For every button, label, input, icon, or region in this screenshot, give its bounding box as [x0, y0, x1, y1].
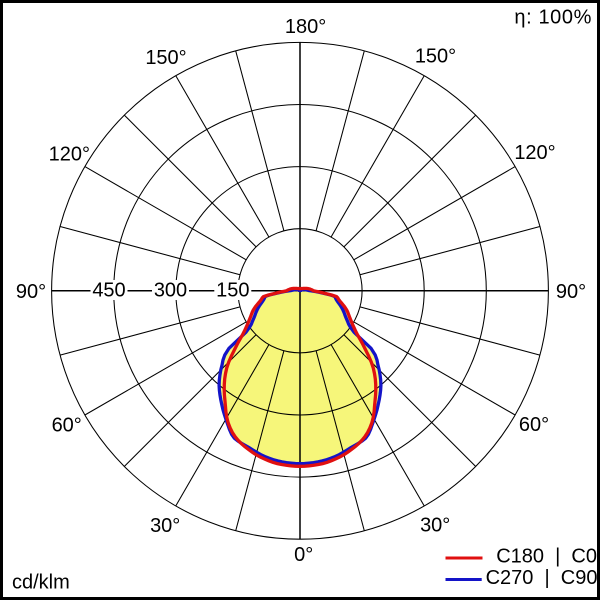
svg-text:C180 | C0: C180 | C0	[496, 546, 597, 568]
svg-text:120°: 120°	[49, 144, 90, 166]
svg-text:300: 300	[154, 280, 187, 302]
svg-text:30°: 30°	[150, 515, 180, 537]
svg-text:60°: 60°	[52, 414, 82, 436]
svg-text:150°: 150°	[145, 47, 186, 69]
svg-text:150: 150	[216, 280, 249, 302]
svg-text:90°: 90°	[556, 281, 586, 303]
svg-text:30°: 30°	[420, 515, 450, 537]
svg-text:60°: 60°	[519, 414, 549, 436]
svg-text:cd/klm: cd/klm	[12, 572, 70, 594]
svg-text:150°: 150°	[415, 46, 456, 68]
svg-text:90°: 90°	[16, 281, 46, 303]
svg-text:0°: 0°	[294, 544, 313, 566]
svg-text:C270 | C90: C270 | C90	[486, 567, 598, 589]
svg-text:180°: 180°	[285, 16, 326, 38]
svg-text:η: 100%: η: 100%	[514, 6, 592, 28]
svg-text:450: 450	[92, 280, 125, 302]
svg-text:120°: 120°	[514, 142, 555, 164]
